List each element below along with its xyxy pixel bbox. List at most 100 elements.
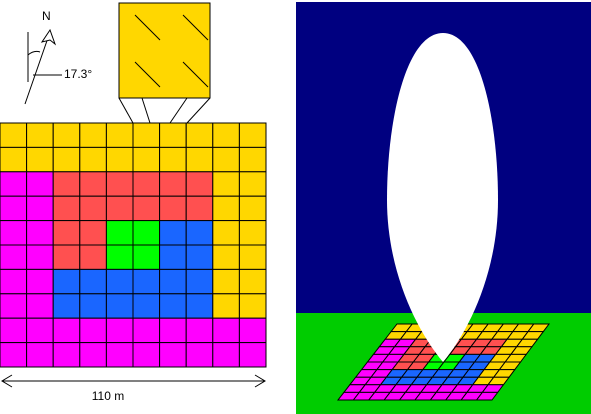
grid-cell xyxy=(52,293,81,319)
grid-cell xyxy=(212,293,240,319)
grid-cell xyxy=(185,244,214,270)
grid-cell xyxy=(132,293,161,319)
grid-cell xyxy=(132,220,161,246)
compass-arc xyxy=(27,50,41,56)
grid-cell xyxy=(185,146,214,173)
grid-cell xyxy=(212,244,240,270)
grid-cell xyxy=(185,317,214,344)
grid-cell xyxy=(238,244,267,270)
grid-cell xyxy=(0,342,28,368)
grid-cell xyxy=(212,220,240,246)
scale-label: 110 m xyxy=(92,389,124,403)
grid-cell xyxy=(212,122,240,148)
grid-cell xyxy=(212,171,240,197)
grid-cell xyxy=(132,171,161,197)
grid-cell xyxy=(0,244,28,270)
grid-cell xyxy=(52,244,81,270)
grid-cell xyxy=(105,122,134,148)
grid-cell xyxy=(26,342,54,368)
grid-cell xyxy=(159,220,187,246)
grid-cell xyxy=(52,122,81,148)
grid-cell xyxy=(132,342,161,368)
grid-cell xyxy=(79,317,107,344)
grid-cell xyxy=(79,293,107,319)
grid-cell xyxy=(212,317,240,344)
grid-cell xyxy=(159,317,187,344)
compass-arrow xyxy=(24,31,51,105)
grid-cell xyxy=(132,268,161,295)
grid-cell xyxy=(238,317,267,344)
grid-cell xyxy=(238,268,267,295)
grid-cell xyxy=(52,342,81,368)
grid-cell xyxy=(26,220,54,246)
grid-cell xyxy=(79,122,107,148)
grid-cell xyxy=(238,195,267,222)
grid-cell xyxy=(159,122,187,148)
grid-cell xyxy=(79,342,107,368)
grid-cell xyxy=(79,244,107,270)
grid-cell xyxy=(212,268,240,295)
grid-cell xyxy=(52,146,81,173)
grid-cell xyxy=(159,146,187,173)
north-label: N xyxy=(42,9,51,23)
grid-cell xyxy=(79,195,107,222)
scale-arrow-left xyxy=(1,374,13,388)
grid-cell xyxy=(212,195,240,222)
grid-cell xyxy=(159,244,187,270)
grid-cell xyxy=(105,293,134,319)
grid-cell xyxy=(132,122,161,148)
grid-cell xyxy=(0,122,28,148)
grid-cell xyxy=(159,171,187,197)
angle-label: 17.3° xyxy=(64,67,92,81)
grid-cell xyxy=(212,342,240,368)
grid-cell xyxy=(79,171,107,197)
grid-cell xyxy=(185,195,214,222)
grid-cell xyxy=(0,195,28,222)
grid-cell xyxy=(185,220,214,246)
grid-cell xyxy=(105,268,134,295)
grid-cell xyxy=(159,268,187,295)
grid-cell xyxy=(105,220,134,246)
grid-cell xyxy=(105,195,134,222)
sensor-marks xyxy=(118,14,211,124)
scale-arrow-right xyxy=(254,374,266,388)
grid-cell xyxy=(238,122,267,148)
grid-cell xyxy=(26,268,54,295)
grid-cell xyxy=(52,268,81,295)
grid-cell xyxy=(26,317,54,344)
grid-cell xyxy=(26,146,54,173)
grid-cell xyxy=(132,244,161,270)
grid-cell xyxy=(475,391,499,401)
grid-cell xyxy=(185,122,214,148)
grid-cell xyxy=(0,146,28,173)
compass-arrowhead xyxy=(40,28,57,46)
grid-cell xyxy=(0,220,28,246)
grid-cell xyxy=(26,244,54,270)
grid-cell xyxy=(26,171,54,197)
sensor-box xyxy=(118,2,211,99)
grid-cell xyxy=(132,317,161,344)
grid-cell xyxy=(105,146,134,173)
grid-cell xyxy=(26,122,54,148)
grid-cell xyxy=(132,195,161,222)
grid-cell xyxy=(238,220,267,246)
grid-cell xyxy=(52,317,81,344)
grid-cell xyxy=(105,171,134,197)
grid-cell xyxy=(0,268,28,295)
grid-cell xyxy=(105,244,134,270)
grid-cell xyxy=(105,342,134,368)
grid-cell xyxy=(159,195,187,222)
grid-cell xyxy=(238,146,267,173)
grid-cell xyxy=(52,195,81,222)
grid-cell xyxy=(0,293,28,319)
grid-cell xyxy=(185,342,214,368)
grid-cell xyxy=(52,220,81,246)
grid-cell xyxy=(0,317,28,344)
grid-cell xyxy=(238,171,267,197)
grid-cell xyxy=(159,293,187,319)
beam xyxy=(387,33,498,362)
grid-cell xyxy=(185,293,214,319)
grid-cell xyxy=(159,342,187,368)
ground-grid xyxy=(0,122,267,368)
